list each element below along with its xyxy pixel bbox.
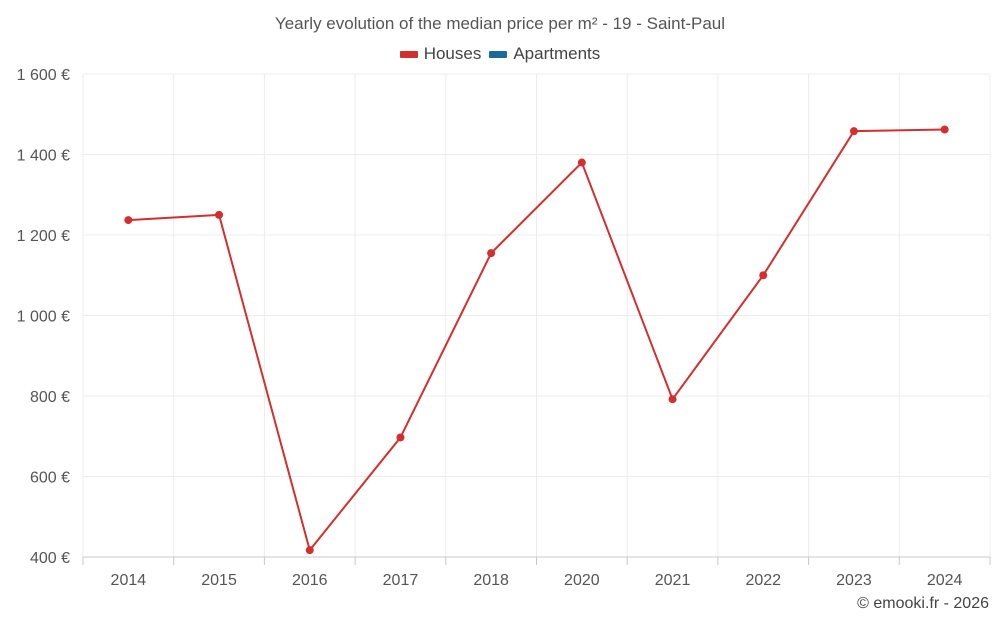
x-tick-label: 2021 xyxy=(655,572,691,589)
data-point[interactable] xyxy=(759,271,768,280)
data-point[interactable] xyxy=(849,127,858,136)
x-tick-label: 2022 xyxy=(745,572,781,589)
legend-swatch-apartments xyxy=(489,50,508,58)
y-tick-label: 1 200 € xyxy=(17,228,70,245)
chart-title: Yearly evolution of the median price per… xyxy=(274,14,726,33)
axes: 400 € 600 € 800 € 1 000 € 1 200 € 1 400 € 1 60… xyxy=(17,67,991,589)
y-tick-label: 1 600 € xyxy=(17,67,70,84)
data-point[interactable] xyxy=(305,546,314,555)
legend-label-houses: Houses xyxy=(423,44,482,63)
y-tick-label: 1 400 € xyxy=(17,148,70,165)
y-tick-label: 800 € xyxy=(30,389,70,406)
data-point[interactable] xyxy=(940,125,949,134)
x-tick-label: 2014 xyxy=(111,572,147,589)
series-line-houses xyxy=(128,128,945,552)
x-tick-label: 2017 xyxy=(383,572,419,589)
data-point[interactable] xyxy=(396,433,405,442)
x-tick-label: 2016 xyxy=(292,572,328,589)
legend-item-houses[interactable]: Houses xyxy=(399,44,482,64)
y-tick-label: 600 € xyxy=(30,470,70,487)
legend-swatch-houses xyxy=(399,50,418,58)
x-tick-label: 2024 xyxy=(927,572,963,589)
data-point[interactable] xyxy=(577,158,586,167)
data-point[interactable] xyxy=(487,249,496,258)
x-tick-label: 2018 xyxy=(473,572,509,589)
data-point[interactable] xyxy=(124,216,133,225)
copyright-text: © emooki.fr - 2026 xyxy=(857,595,989,612)
legend-item-apartments[interactable]: Apartments xyxy=(489,44,600,64)
series xyxy=(124,125,949,555)
data-point[interactable] xyxy=(215,210,224,219)
y-tick-label: 1 000 € xyxy=(17,309,70,326)
legend-label-apartments: Apartments xyxy=(513,44,601,63)
x-tick-label: 2023 xyxy=(836,572,872,589)
chart-legend: Houses Apartments xyxy=(0,44,1000,64)
y-tick-label: 400 € xyxy=(30,550,70,567)
data-point[interactable] xyxy=(668,395,677,404)
x-tick-label: 2020 xyxy=(564,572,600,589)
grid xyxy=(82,73,991,557)
x-tick-label: 2015 xyxy=(201,572,237,589)
